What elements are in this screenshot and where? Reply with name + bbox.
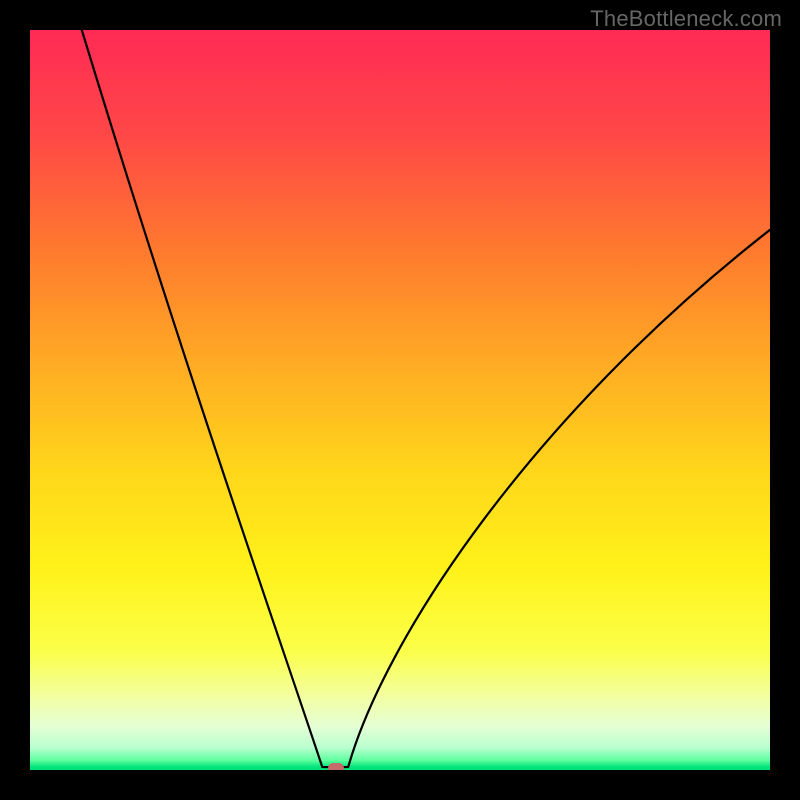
plot-area bbox=[30, 30, 770, 770]
v-curve bbox=[30, 30, 770, 770]
valley-marker bbox=[328, 763, 344, 770]
watermark-label: TheBottleneck.com bbox=[590, 6, 782, 32]
